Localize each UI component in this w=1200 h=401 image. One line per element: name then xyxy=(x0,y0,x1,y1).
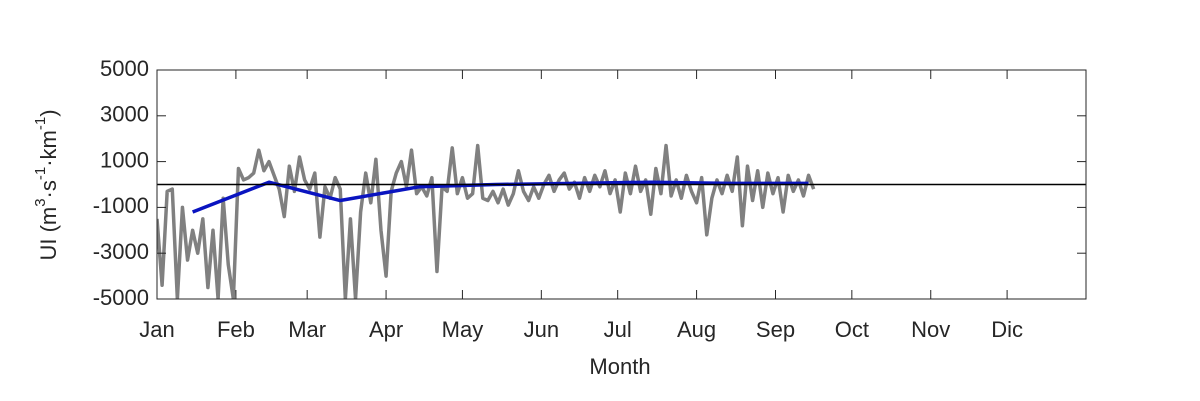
y-tick-label: -3000 xyxy=(93,239,149,264)
y-label-superscript: -1 xyxy=(32,117,49,130)
axes-box xyxy=(156,69,1087,300)
x-tick-label: Oct xyxy=(835,317,869,342)
y-tick-label: 1000 xyxy=(100,147,149,172)
y-tick-label: -1000 xyxy=(93,193,149,218)
x-tick-label: Mar xyxy=(288,317,326,342)
y-label-part: ·km xyxy=(36,130,61,167)
x-tick-label: May xyxy=(442,317,484,342)
x-tick-label: Dic xyxy=(991,317,1023,342)
y-tick-label: 3000 xyxy=(100,102,149,127)
y-label-superscript: -1 xyxy=(32,167,49,180)
y-tick-label: 5000 xyxy=(100,56,149,81)
x-tick-label: Jan xyxy=(139,317,174,342)
y-tick-label: -5000 xyxy=(93,285,149,310)
x-tick-label: Apr xyxy=(369,317,403,342)
x-tick-label: Nov xyxy=(911,317,950,342)
x-tick-label: Aug xyxy=(677,317,716,342)
y-label-superscript: 3 xyxy=(32,198,49,206)
y-label-part: UI (m xyxy=(36,207,61,261)
x-tick-label: Jun xyxy=(524,317,559,342)
y-label-part: ·s xyxy=(36,180,61,198)
y-label-part: ) xyxy=(36,109,61,116)
x-tick-label: Sep xyxy=(756,317,795,342)
y-axis-label: UI (m3·s-1·km-1) xyxy=(32,109,60,260)
plot-content xyxy=(157,143,1086,299)
x-tick-label: Jul xyxy=(604,317,632,342)
x-tick-label: Feb xyxy=(217,317,255,342)
series-line xyxy=(157,143,816,299)
x-axis-label: Month xyxy=(589,354,650,379)
